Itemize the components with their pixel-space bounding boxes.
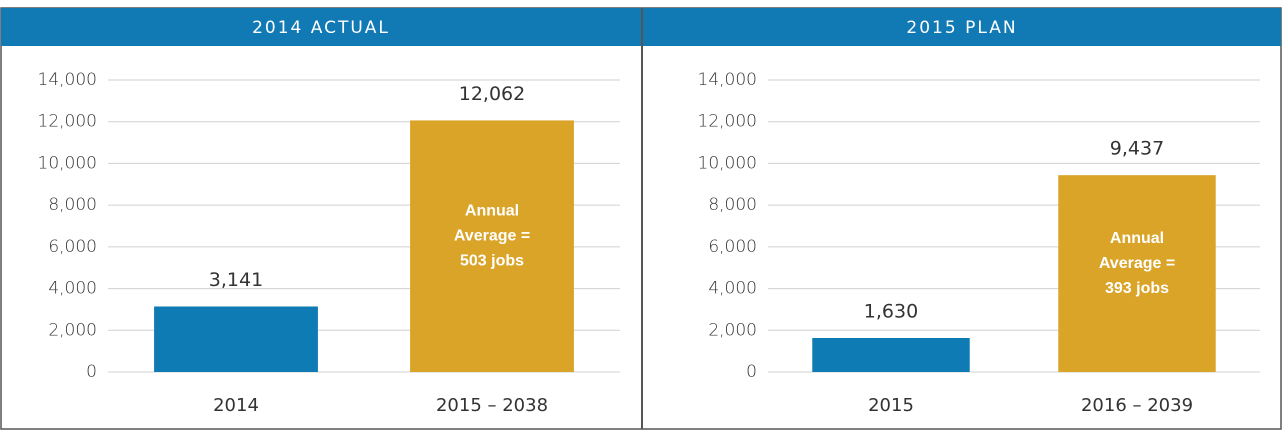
bar-annotation: Average = — [454, 227, 530, 244]
y-tick-label: 10,000 — [38, 153, 97, 173]
bar — [154, 306, 318, 372]
value-label: 3,141 — [209, 269, 263, 291]
panel-title: 2015 PLAN — [906, 18, 1017, 38]
y-tick-label: 14,000 — [38, 70, 97, 90]
y-tick-label: 2,000 — [708, 320, 757, 340]
bar-annotation: 503 jobs — [460, 252, 524, 269]
y-tick-label: 8,000 — [48, 195, 97, 215]
y-tick-label: 4,000 — [48, 279, 97, 299]
y-tick-label: 0 — [86, 362, 97, 382]
bar-annotation: Annual — [465, 202, 519, 219]
y-tick-label: 10,000 — [698, 153, 757, 173]
panel-header — [1, 8, 641, 46]
y-tick-label: 8,000 — [708, 195, 757, 215]
x-tick-label: 2016 – 2039 — [1081, 395, 1193, 416]
value-label: 12,062 — [459, 83, 525, 105]
panel-title: 2014 ACTUAL — [252, 18, 390, 38]
x-tick-label: 2015 — [868, 395, 914, 416]
bar-annotation: Average = — [1099, 255, 1175, 272]
bar — [410, 120, 574, 372]
x-tick-label: 2015 – 2038 — [436, 395, 548, 416]
bar — [1058, 175, 1216, 372]
x-tick-label: 2014 — [213, 395, 259, 416]
y-tick-label: 4,000 — [708, 279, 757, 299]
panel-header — [643, 8, 1281, 46]
y-tick-label: 12,000 — [38, 112, 97, 132]
bar-annotation: Annual — [1110, 230, 1164, 247]
value-label: 9,437 — [1110, 138, 1164, 160]
y-tick-label: 6,000 — [708, 237, 757, 257]
bar-annotation: 393 jobs — [1105, 280, 1169, 297]
bar — [812, 338, 970, 372]
y-tick-label: 14,000 — [698, 70, 757, 90]
y-tick-label: 2,000 — [48, 320, 97, 340]
value-label: 1,630 — [864, 301, 918, 323]
y-tick-label: 0 — [746, 362, 757, 382]
y-tick-label: 12,000 — [698, 112, 757, 132]
y-tick-label: 6,000 — [48, 237, 97, 257]
